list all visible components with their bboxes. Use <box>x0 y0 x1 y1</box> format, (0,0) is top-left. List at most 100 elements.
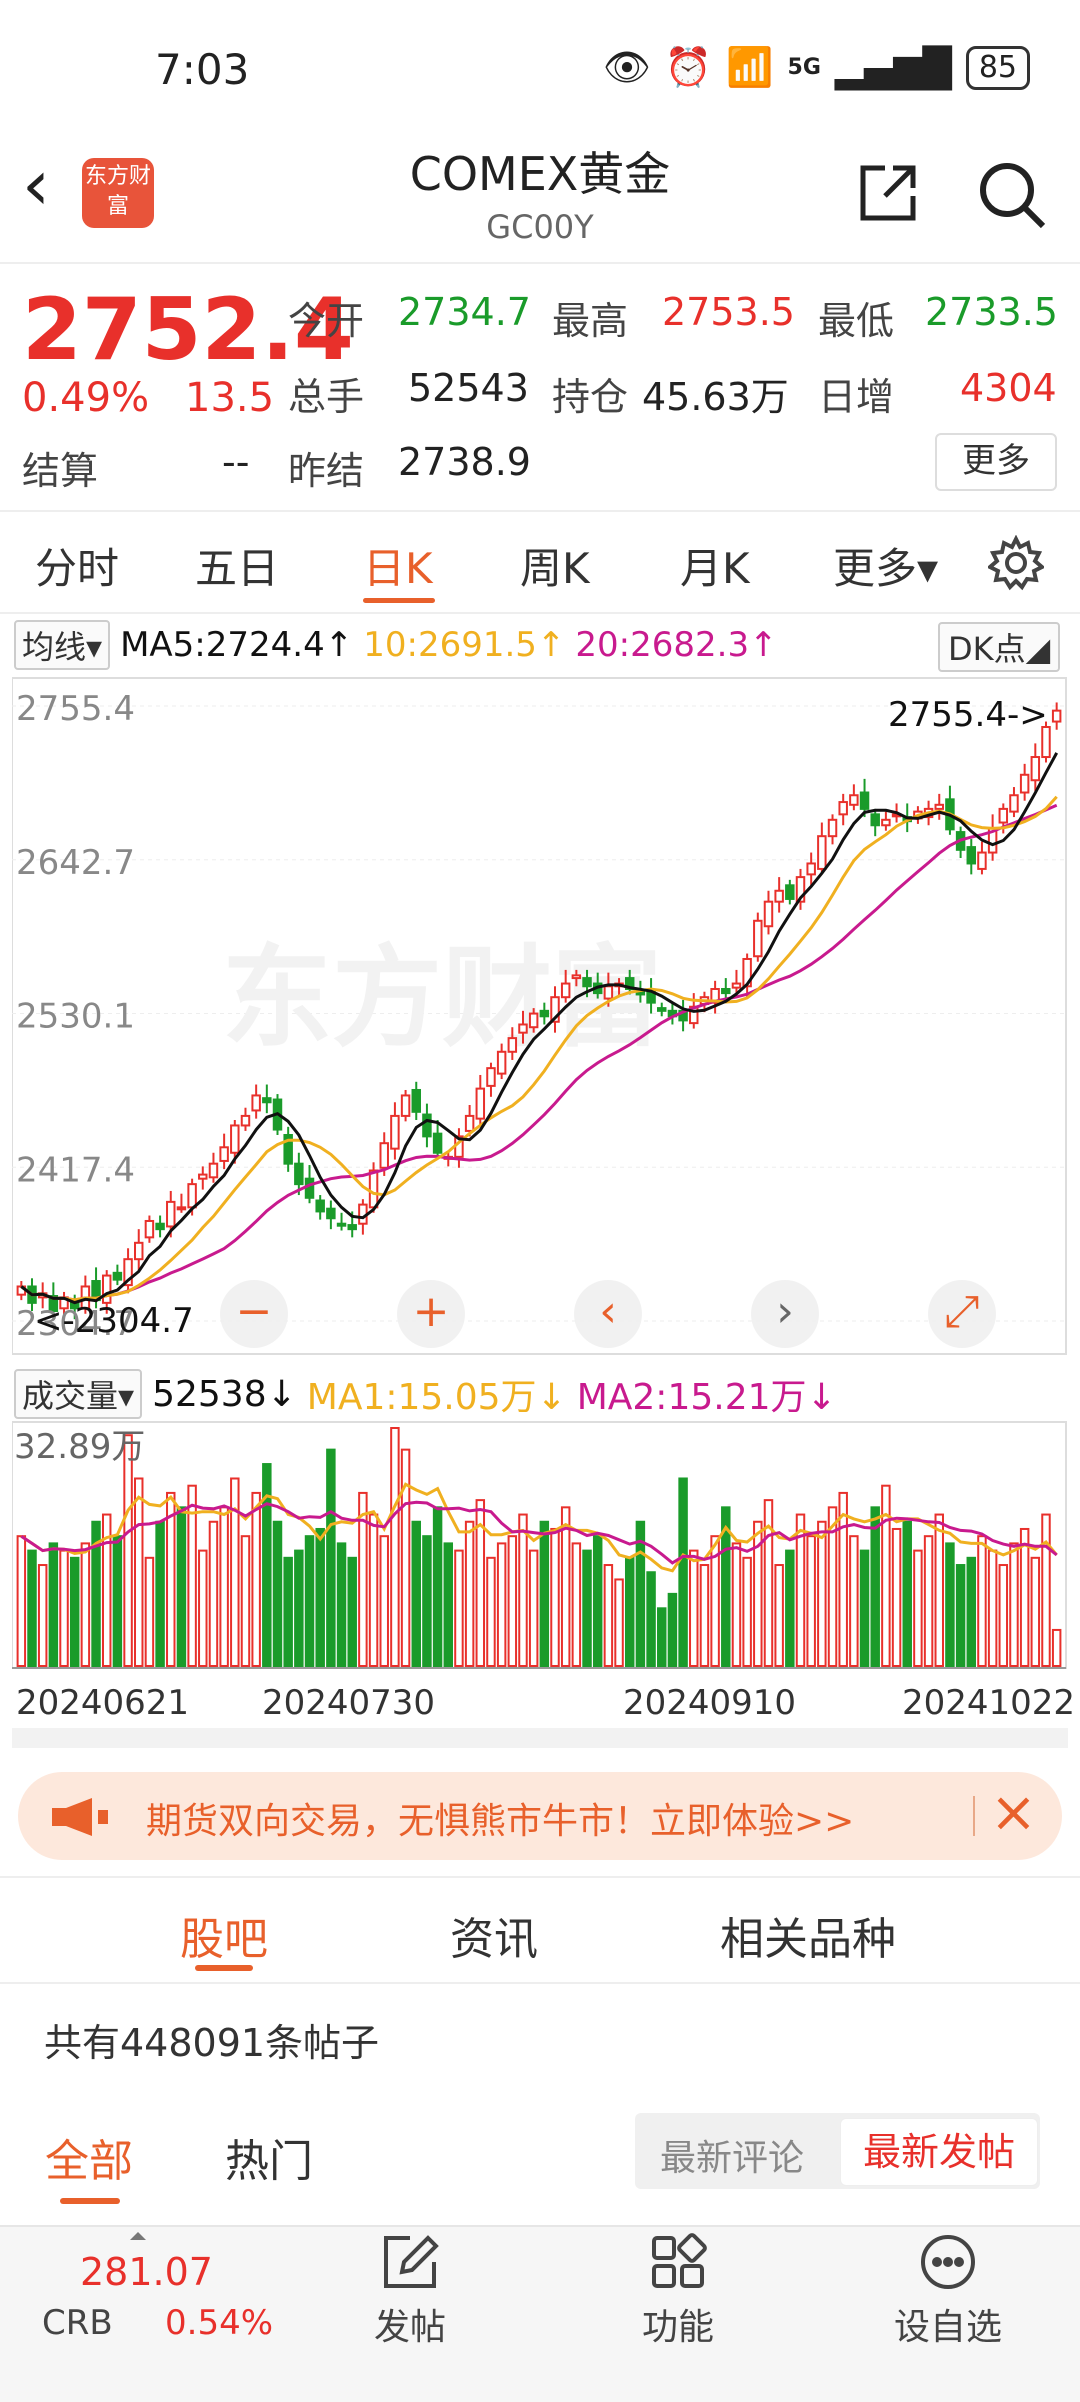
tab-related[interactable]: 相关品种 <box>720 1914 896 1965</box>
volume-bar <box>411 1520 421 1668</box>
candle <box>411 1088 421 1113</box>
zoom-in-button[interactable]: + <box>397 1280 465 1348</box>
volume-bar <box>358 1491 368 1667</box>
nav-add-watchlist[interactable]: 设自选 <box>868 2232 1028 2350</box>
volume-bar <box>657 1607 667 1667</box>
quote-divider <box>0 510 1080 512</box>
crb-value[interactable]: 281.07 <box>80 2250 213 2294</box>
y-tick-label: 2530.1 <box>16 997 135 1037</box>
candle <box>390 1114 400 1150</box>
volume-selector[interactable]: 成交量▾ <box>14 1369 143 1419</box>
nav-functions[interactable]: 功能 <box>598 2232 758 2350</box>
candle <box>251 1094 261 1112</box>
candle <box>582 977 592 988</box>
volume-bar <box>496 1542 507 1667</box>
tab-daily-k[interactable]: 日K <box>363 544 433 593</box>
tab-five-day[interactable]: 五日 <box>195 544 280 593</box>
candle <box>486 1067 496 1087</box>
volume-bar <box>443 1542 454 1667</box>
low-value: 2733.5 <box>925 290 1058 334</box>
candle <box>326 1207 336 1220</box>
nav-watchlist-label: 设自选 <box>893 2307 1002 2348</box>
volume-bar <box>582 1549 592 1667</box>
sort-latest-comment-button[interactable]: 最新评论 <box>660 2138 805 2179</box>
banner-text[interactable]: 期货双向交易，无惧熊市牛市！立即体验>> <box>146 1801 855 1842</box>
change-percent: 0.49% <box>22 375 150 421</box>
tab-intraday[interactable]: 分时 <box>35 544 120 593</box>
caret-up-icon[interactable] <box>130 2232 146 2240</box>
volume-max-label: 32.89万 <box>14 1427 145 1467</box>
candle <box>1041 726 1051 759</box>
volume-bar <box>187 1484 197 1667</box>
candle <box>838 801 848 816</box>
tab-weekly-k[interactable]: 周K <box>520 544 590 593</box>
chevron-right-icon: › <box>776 1286 794 1337</box>
dk-point-button[interactable]: DK点◢ <box>938 622 1061 672</box>
candle <box>795 876 806 903</box>
candle <box>603 985 614 1000</box>
post-count: 共有448091条帖子 <box>44 2021 380 2065</box>
y-tick-label: 2417.4 <box>16 1150 135 1190</box>
volume-bar <box>315 1527 325 1667</box>
ma5-line <box>20 752 1059 1305</box>
volume-bar <box>550 1527 560 1667</box>
volume-bars <box>16 1427 1062 1668</box>
fullscreen-button[interactable]: ⤢ <box>928 1280 996 1348</box>
promo-banner[interactable]: 期货双向交易，无惧熊市牛市！立即体验>> × <box>18 1772 1062 1860</box>
volume-bar <box>112 1535 123 1667</box>
candle <box>315 1199 325 1213</box>
volume-bar <box>80 1542 91 1667</box>
volume-bar <box>198 1549 208 1667</box>
high-value: 2753.5 <box>662 290 795 334</box>
volume-bar <box>69 1556 80 1667</box>
gear-icon[interactable] <box>986 534 1046 595</box>
zoom-out-button[interactable]: − <box>220 1280 288 1348</box>
oi-label: 持仓 <box>552 375 629 419</box>
tab-news[interactable]: 资讯 <box>450 1914 538 1965</box>
share-icon[interactable] <box>855 160 921 230</box>
kline-frame <box>12 677 1067 1355</box>
scroll-right-button[interactable]: › <box>751 1280 819 1348</box>
more-quote-button[interactable]: 更多 <box>935 433 1057 491</box>
volume-bar <box>144 1556 155 1667</box>
date-label: 20240910 <box>623 1683 797 1723</box>
volume-bar <box>817 1520 827 1668</box>
tab-forum[interactable]: 股吧 <box>180 1914 268 1965</box>
candle <box>881 818 891 827</box>
nav-post[interactable]: 发帖 <box>330 2232 490 2350</box>
grid-icon <box>652 2233 707 2288</box>
tab-hot-posts[interactable]: 热门 <box>225 2136 313 2187</box>
tab-more[interactable]: 更多▾ <box>833 544 939 593</box>
candle <box>475 1087 486 1120</box>
tab-monthly-k[interactable]: 月K <box>680 544 750 593</box>
volume-bar <box>400 1448 411 1667</box>
volume-bar <box>987 1549 998 1667</box>
date-label: 20241022 <box>902 1683 1076 1723</box>
tab-all-posts[interactable]: 全部 <box>45 2136 133 2187</box>
search-icon[interactable] <box>975 158 1049 236</box>
candle <box>571 974 582 980</box>
volume-bar <box>475 1499 486 1667</box>
back-icon[interactable]: ‹ <box>22 144 50 226</box>
sort-latest-post-button[interactable]: 最新发帖 <box>840 2118 1038 2186</box>
candle <box>785 884 795 900</box>
volume-bar <box>37 1564 48 1667</box>
community-divider <box>0 1982 1080 1984</box>
vol-ma1-value: MA1:15.05万↓ <box>306 1377 567 1418</box>
candle <box>870 813 880 827</box>
candle <box>806 862 816 876</box>
candle <box>208 1162 219 1179</box>
candle <box>763 900 774 928</box>
kline-chart[interactable]: 东方财富 2755.4 2642.7 2530.1 2417.4 2304.7 2755… <box>12 676 1068 1356</box>
indicator-selector[interactable]: 均线▾ <box>14 620 111 670</box>
candle <box>1009 794 1019 813</box>
open-label: 今开 <box>288 299 365 343</box>
candle <box>198 1173 208 1180</box>
candle <box>849 794 859 806</box>
scroll-left-button[interactable]: ‹ <box>574 1280 642 1348</box>
volume-chart[interactable]: 32.89万 <box>12 1420 1068 1670</box>
candle <box>934 803 944 810</box>
candle <box>998 807 1009 824</box>
volume-bar <box>998 1564 1009 1667</box>
close-icon[interactable]: × <box>990 1780 1037 1845</box>
